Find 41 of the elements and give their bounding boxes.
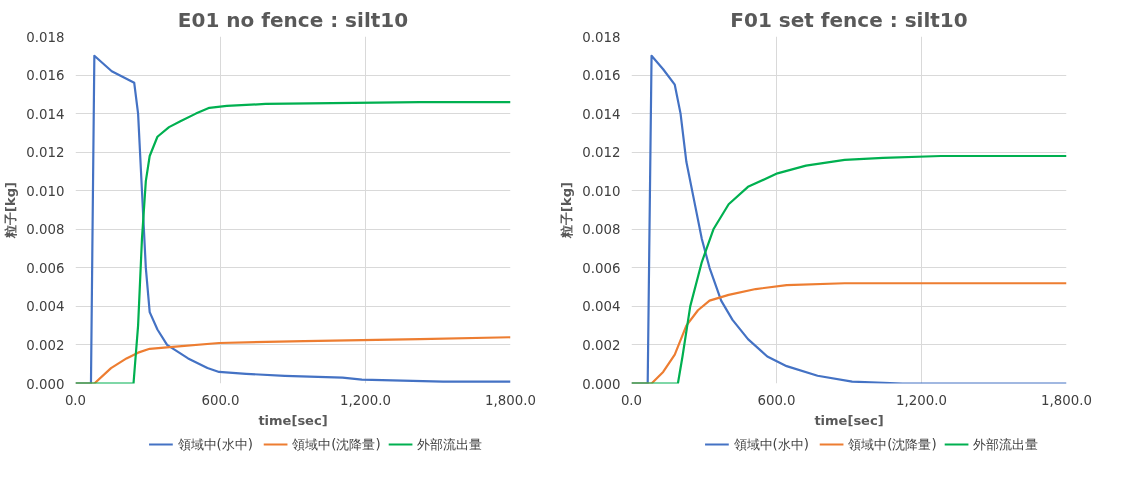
y-tick-label: 0.008 xyxy=(26,222,65,238)
y-tick-label: 0.016 xyxy=(26,68,65,84)
legend-label: 領域中(水中) xyxy=(177,437,253,452)
x-tick-label: 1,200.0 xyxy=(896,392,947,408)
y-tick-label: 0.014 xyxy=(582,106,621,122)
y-tick-label: 0.002 xyxy=(26,337,65,353)
legend-label: 領域中(沈降量) xyxy=(292,437,381,452)
y-tick-label: 0.010 xyxy=(26,183,65,199)
y-tick-label: 0.018 xyxy=(26,29,65,45)
y-tick-label: 0.018 xyxy=(582,29,621,45)
x-tick-label: 0.0 xyxy=(64,392,87,408)
legend-label: 外部流出量 xyxy=(417,437,483,452)
y-tick-label: 0.012 xyxy=(582,145,621,161)
x-tick-label: 600.0 xyxy=(757,392,796,408)
legend-label: 領域中(沈降量) xyxy=(848,437,937,452)
y-tick-label: 0.002 xyxy=(582,337,621,353)
x-tick-label: 1,800.0 xyxy=(1041,392,1092,408)
chart-title: F01 set fence : silt10 xyxy=(730,7,968,32)
x-axis-title: time[sec] xyxy=(258,412,328,428)
y-tick-label: 0.000 xyxy=(26,376,65,392)
x-tick-label: 1,800.0 xyxy=(485,392,536,408)
legend-label: 領域中(水中) xyxy=(733,437,809,452)
x-tick-label: 0.0 xyxy=(620,392,643,408)
x-axis-title: time[sec] xyxy=(814,412,884,428)
y-tick-label: 0.008 xyxy=(582,222,621,238)
x-tick-label: 1,200.0 xyxy=(340,392,391,408)
y-tick-label: 0.006 xyxy=(582,260,621,276)
chart-title: E01 no fence : silt10 xyxy=(177,7,409,32)
legend-label: 外部流出量 xyxy=(973,437,1039,452)
y-tick-label: 0.016 xyxy=(582,68,621,84)
y-tick-label: 0.006 xyxy=(26,260,65,276)
y-tick-label: 0.004 xyxy=(582,299,621,315)
y-tick-label: 0.014 xyxy=(26,106,65,122)
y-tick-label: 0.004 xyxy=(26,299,65,315)
y-axis-title: 粒子[kg] xyxy=(559,182,575,239)
line-series xyxy=(631,154,1067,384)
y-tick-label: 0.010 xyxy=(582,183,621,199)
x-tick-label: 600.0 xyxy=(201,392,240,408)
y-tick-label: 0.012 xyxy=(26,145,65,161)
y-tick-label: 0.000 xyxy=(582,376,621,392)
y-axis-title: 粒子[kg] xyxy=(3,182,19,239)
